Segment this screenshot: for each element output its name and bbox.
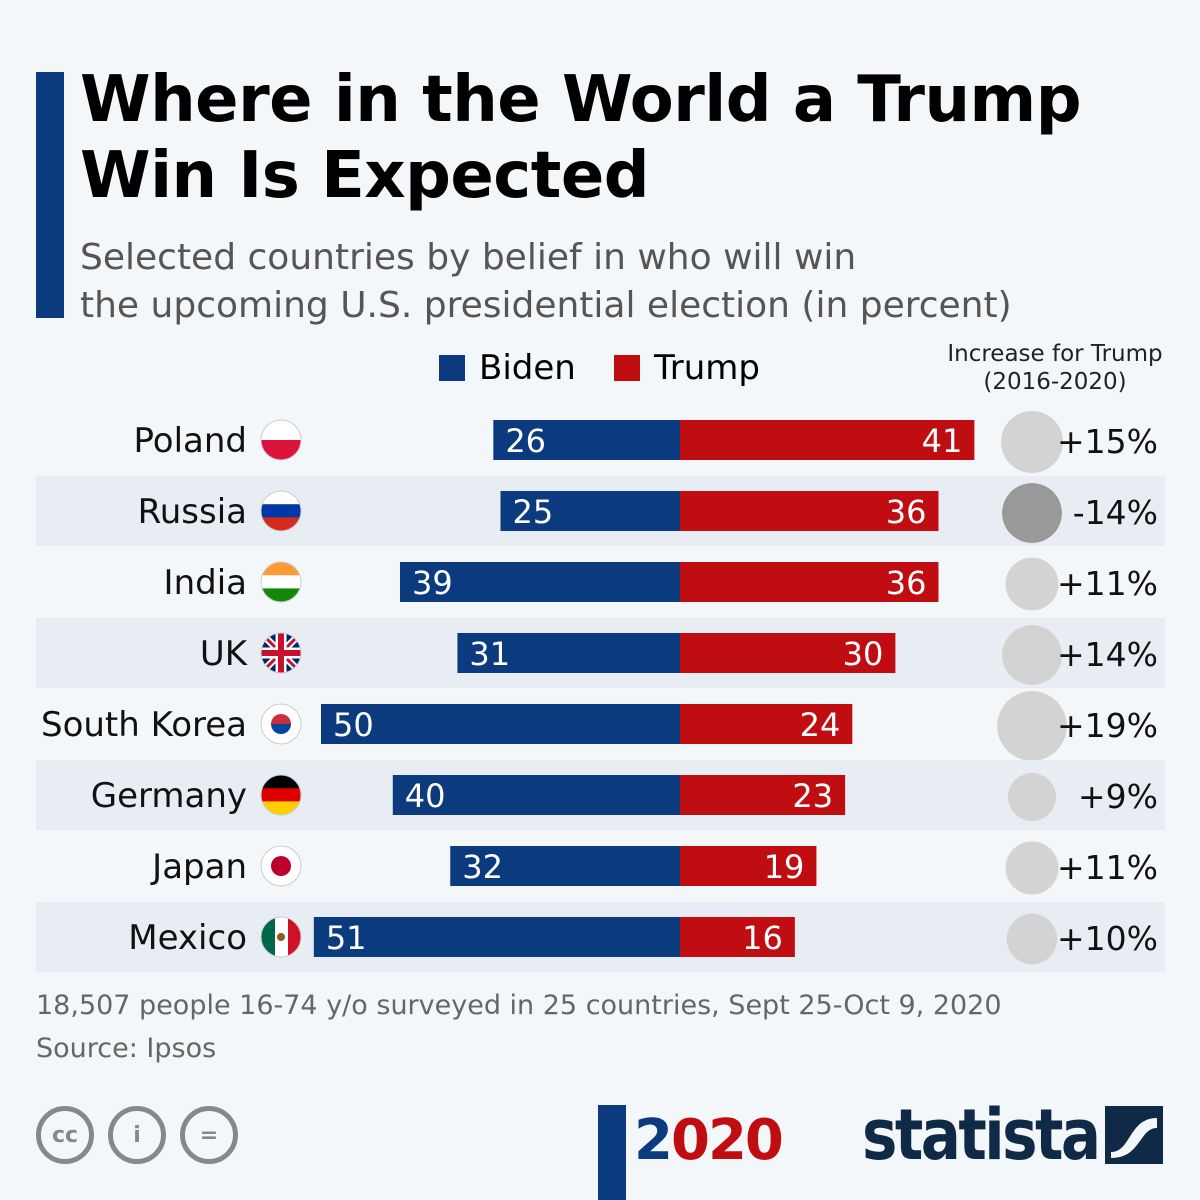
change-label: +19% [1057,706,1158,745]
footer-source: Source: Ipsos [36,1033,217,1064]
data-label-trump: 41 [922,422,963,460]
data-label-trump: 36 [886,493,927,531]
change-bubble [1002,483,1062,543]
bar-trump [680,704,853,744]
change-bubble [1006,913,1058,965]
category-label: Mexico [128,918,247,958]
data-label-trump: 16 [742,919,783,957]
change-bubble [1005,841,1059,895]
data-label-biden: 39 [412,564,453,602]
bar-trump [680,562,939,602]
bar-trump [680,917,795,957]
change-label: +10% [1057,919,1158,958]
data-label-biden: 25 [513,493,554,531]
category-label: India [164,563,247,603]
flag-icon-india [261,562,301,602]
bar-biden [450,846,680,886]
flag-icon-uk [261,633,301,673]
statista-logo[interactable]: statista [862,1094,1101,1176]
flag-icon-japan [261,846,301,886]
statista-logo-mark [1105,1106,1163,1164]
data-label-trump: 23 [792,777,833,815]
chart-plot: Poland 26 41 +15% Russia 25 36 -14% India 39 36 +11… [36,411,1165,972]
legend-biden: Biden [439,348,576,388]
category-label: UK [200,634,249,674]
flag-border [260,490,302,532]
flag-border [260,916,302,958]
flag-border [260,703,302,745]
data-label-trump: 36 [886,564,927,602]
data-label-biden: 32 [462,848,503,886]
change-header-line-1: Increase for Trump [947,341,1163,367]
change-column-header: Increase for Trump (2016-2020) [930,340,1180,396]
category-label: Japan [150,847,247,887]
change-bubble [1002,625,1062,685]
category-label: Germany [91,776,247,816]
legend-swatch-trump [614,355,640,381]
change-bubble [997,691,1067,761]
subtitle-line-2: the upcoming U.S. presidential election … [80,285,1012,326]
change-bubble [1001,411,1063,473]
data-label-trump: 30 [843,635,884,673]
bar-biden [493,420,680,460]
change-bubble [1005,557,1059,611]
cc-license-icon[interactable]: cc [36,1106,94,1164]
election-2020-logo: 2020 [634,1108,784,1173]
flag-border [260,419,302,461]
flag-icon-mexico [261,917,301,957]
chart-subtitle: Selected countries by belief in who will… [80,234,1180,330]
flag-border [260,845,302,887]
change-label: -14% [1073,493,1158,532]
flag-icon-germany [261,775,301,815]
change-label: +11% [1057,564,1158,603]
bar-trump [680,775,846,815]
bar-trump [680,420,975,460]
legend-label-trump: Trump [654,348,761,388]
data-label-biden: 40 [405,777,446,815]
flag-border [260,774,302,816]
change-label: +9% [1078,777,1158,816]
bar-biden [500,491,680,531]
change-label: +11% [1057,848,1158,887]
data-label-trump: 24 [800,706,841,744]
chart-title: Where in the World a Trump Win Is Expect… [80,63,1082,213]
change-label: +15% [1057,422,1158,461]
bar-biden [399,562,680,602]
data-label-biden: 51 [326,919,367,957]
bar-biden [313,917,680,957]
legend-trump: Trump [614,348,760,388]
bar-trump [680,846,817,886]
data-label-biden: 31 [469,635,510,673]
bar-trump [680,633,896,673]
flag-icon-south-korea [261,704,301,744]
logo-accent-bar [598,1105,626,1200]
no-derivatives-icon[interactable]: = [180,1106,238,1164]
attribution-icon[interactable]: i [108,1106,166,1164]
data-label-biden: 50 [333,706,374,744]
bar-biden [321,704,680,744]
footer-note: 18,507 people 16-74 y/o surveyed in 25 c… [36,990,1002,1021]
category-label: Poland [133,421,247,461]
bar-trump [680,491,939,531]
change-bubble [1008,773,1056,821]
category-label: Russia [138,492,247,532]
category-label: South Korea [41,705,247,745]
title-accent-bar [36,72,64,318]
legend-label-biden: Biden [479,348,576,388]
subtitle-line-1: Selected countries by belief in who will… [80,237,857,278]
flag-icon-poland [261,420,301,460]
flag-border [260,561,302,603]
change-header-line-2: (2016-2020) [983,369,1127,395]
bar-biden [392,775,680,815]
flag-border [260,632,302,674]
legend-swatch-biden [439,355,465,381]
flag-icon-russia [261,491,301,531]
change-label: +14% [1057,635,1158,674]
bar-biden [457,633,680,673]
data-label-biden: 26 [505,422,546,460]
data-label-trump: 19 [764,848,805,886]
